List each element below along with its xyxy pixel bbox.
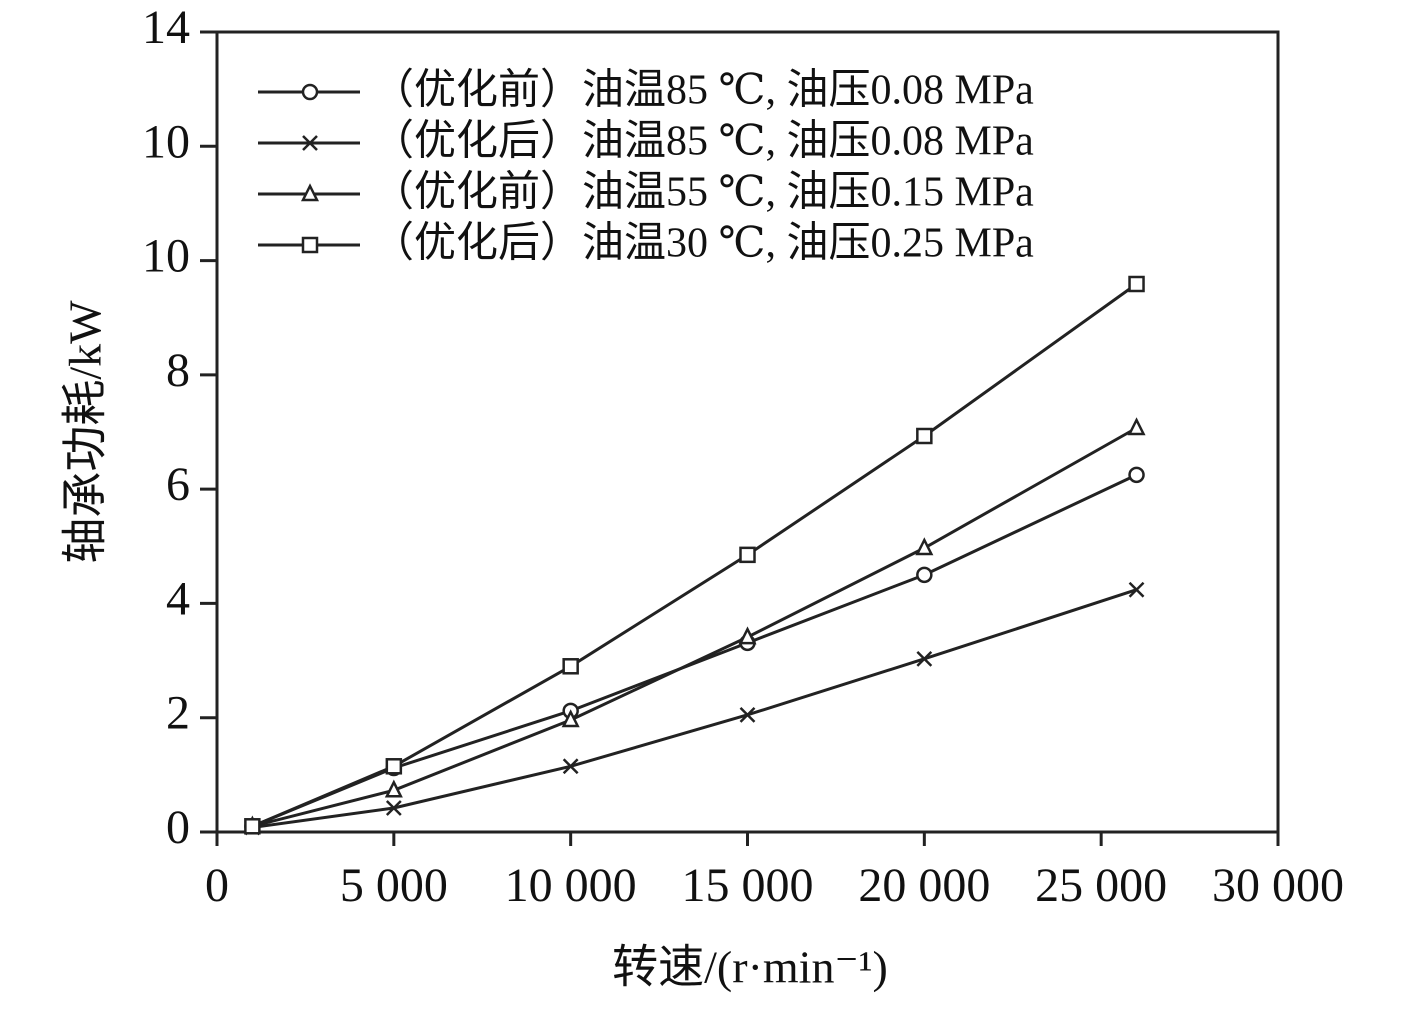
x-tick-label: 25 000 [1035,859,1167,912]
marker [916,427,933,445]
marker [561,709,580,728]
x-tick-label: 15 000 [682,859,814,912]
series-line [251,473,1138,828]
marker [1128,275,1145,293]
x-tick-label: 30 000 [1212,859,1344,912]
marker [384,779,403,798]
legend-label: （优化后）油温85 ℃, 油压0.08 MPa [372,119,1034,165]
y-axis-label: 轴承功耗/kW [60,300,111,564]
y-tick-label: 6 [166,458,190,511]
y-tick-label: 8 [166,344,190,397]
y-tick-label: 0 [166,801,190,854]
legend-label: （优化后）油温30 ℃, 油压0.25 MPa [372,221,1034,267]
y-tick-label: 10 [142,230,190,283]
y-tick-label: 14 [142,1,190,54]
marker [738,626,757,645]
marker [1128,581,1145,598]
x-tick-label: 20 000 [858,859,990,912]
legend-label: （优化前）油温85 ℃, 油压0.08 MPa [372,68,1034,114]
series-line [251,426,1138,828]
y-tick-label: 4 [166,572,190,625]
marker [739,706,756,723]
x-tick-label: 0 [205,859,229,912]
marker [562,758,579,775]
legend-label: （优化前）油温55 ℃, 油压0.15 MPa [372,170,1034,216]
x-tick-label: 5 000 [340,859,448,912]
marker [244,818,261,835]
x-tick-label: 10 000 [505,859,637,912]
marker [302,135,318,151]
series-line [252,588,1137,829]
marker [916,650,933,667]
marker [1127,417,1146,436]
y-tick-label: 10 [142,115,190,168]
marker [739,546,756,564]
marker [300,183,320,202]
marker [385,758,403,775]
marker [562,658,579,675]
x-axis-label: 转速/(r·min⁻¹) [612,942,888,993]
y-tick-label: 2 [166,687,190,740]
marker [301,236,319,254]
marker [915,537,934,556]
marker [916,566,933,584]
series-line [251,282,1138,828]
marker [301,83,319,101]
marker [1128,466,1145,484]
marker [385,800,402,816]
